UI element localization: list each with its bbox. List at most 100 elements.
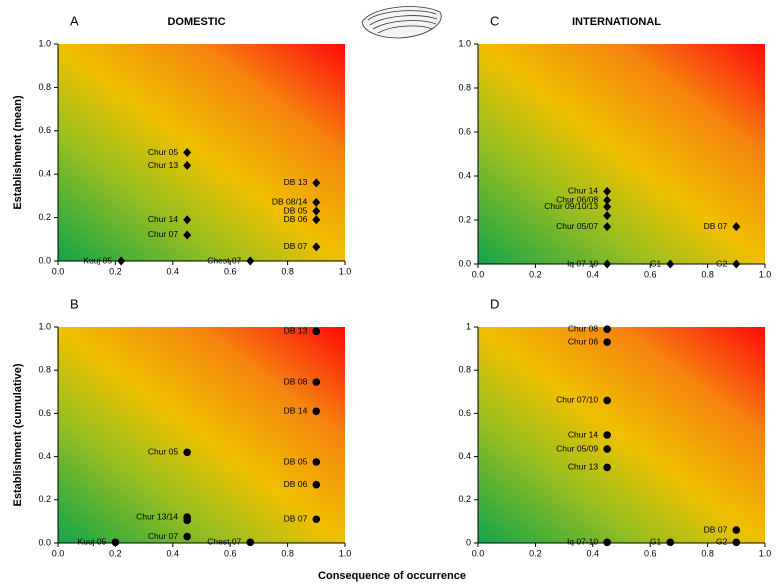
- panel-title: DOMESTIC: [167, 16, 225, 28]
- x-tick-label: 0.8: [701, 548, 714, 558]
- point: [312, 515, 321, 524]
- point: [312, 378, 321, 386]
- x-tick-label: 0.6: [644, 269, 657, 279]
- point-label: DB 08: [284, 376, 308, 386]
- y-tick-label: 0.4: [458, 451, 471, 461]
- panel-title: INTERNATIONAL: [572, 16, 661, 28]
- x-tick-label: 1.0: [339, 548, 352, 558]
- point-label: Chur 14: [148, 214, 179, 224]
- y-tick-label: 0.2: [38, 212, 51, 222]
- point: [603, 325, 611, 333]
- x-tick-label: 0.0: [472, 548, 485, 558]
- y-tick-label: 0.6: [458, 408, 471, 418]
- point-label: Chur 06/08: [556, 194, 598, 204]
- panel-label: A: [70, 13, 79, 28]
- point: [312, 178, 321, 188]
- point: [603, 211, 612, 221]
- point: [603, 202, 612, 212]
- y-tick-label: 0.2: [38, 494, 51, 504]
- y-tick-label: 0.8: [38, 365, 51, 375]
- point-label: Chur 05/07: [556, 221, 598, 231]
- point: [732, 222, 741, 232]
- point: [603, 259, 612, 269]
- point-label: Chur 05/09: [556, 443, 598, 453]
- x-tick-label: 0.2: [109, 266, 122, 276]
- x-axis-label: Consequence of occurrence: [318, 570, 466, 582]
- point: [183, 230, 192, 240]
- y-tick-label: 0.0: [38, 255, 51, 265]
- x-tick-label: 0.6: [224, 266, 237, 276]
- point: [312, 327, 321, 336]
- point-label: DB 07: [284, 241, 308, 251]
- point-label: Chest 07: [207, 537, 241, 547]
- x-tick-label: 0.8: [281, 266, 294, 276]
- y-tick-label: 0.8: [458, 365, 471, 375]
- x-tick-label: 0.2: [109, 548, 122, 558]
- point-label: DB 05: [284, 456, 308, 466]
- x-tick-label: 0.0: [52, 548, 65, 558]
- x-tick-label: 0.4: [167, 266, 180, 276]
- point: [183, 148, 192, 157]
- point-label: G2: [716, 537, 728, 547]
- point-label: Kuuj 05: [78, 537, 107, 547]
- plot-background: [478, 44, 765, 264]
- y-tick-label: 0.6: [458, 126, 471, 136]
- y-tick-label: 0.6: [38, 408, 51, 418]
- point-label: Iq 07-10: [567, 537, 598, 547]
- plot-background: [58, 327, 345, 543]
- point-label: Iq 07-10: [567, 258, 598, 268]
- point: [603, 396, 611, 405]
- point: [183, 448, 191, 457]
- point: [246, 538, 255, 547]
- x-tick-label: 0.4: [587, 548, 600, 558]
- x-tick-label: 0.4: [167, 548, 180, 558]
- clam-icon: [361, 6, 442, 39]
- y-tick-label: 0.4: [38, 169, 51, 179]
- x-tick-label: 0.6: [644, 548, 657, 558]
- y-tick-label: 0.4: [458, 170, 471, 180]
- y-tick-label: 0.6: [38, 125, 51, 135]
- x-tick-label: 0.6: [224, 548, 237, 558]
- point: [183, 532, 191, 541]
- point: [732, 526, 741, 534]
- y-tick-label: 1.0: [38, 38, 51, 48]
- point: [183, 516, 191, 525]
- point: [117, 256, 126, 266]
- y-tick-label: 0.2: [458, 214, 471, 224]
- panel-label: B: [70, 296, 79, 311]
- y-tick-label: 1.0: [38, 321, 51, 331]
- y-tick-label: 0.8: [38, 82, 51, 92]
- y-axis-label: Establishment (cumulative): [12, 363, 24, 506]
- y-tick-label: 0: [466, 537, 471, 547]
- x-tick-label: 0.8: [701, 269, 714, 279]
- y-tick-label: 1: [466, 321, 471, 331]
- point: [111, 538, 120, 547]
- point: [603, 431, 611, 439]
- point-label: DB 07: [704, 221, 728, 231]
- point-label: G1: [650, 537, 662, 547]
- x-tick-label: 0.8: [281, 548, 294, 558]
- point: [603, 195, 612, 205]
- point-label: Chur 07: [148, 531, 179, 541]
- point-label: Chur 14: [568, 186, 599, 196]
- point-label: G2: [716, 258, 728, 268]
- point-label: Chest 07: [207, 255, 241, 265]
- x-tick-label: 1.0: [339, 266, 352, 276]
- x-tick-label: 1.0: [759, 548, 772, 558]
- point-label: DB 06: [284, 214, 308, 224]
- point-label: DB 06: [284, 479, 308, 489]
- point: [603, 222, 612, 232]
- panel-label: D: [490, 296, 499, 311]
- point: [312, 458, 321, 466]
- y-tick-label: 0.8: [458, 82, 471, 92]
- point-label: DB 08/14: [272, 197, 308, 207]
- point-label: Kuuj 05: [83, 255, 112, 265]
- panel-label: C: [490, 13, 499, 28]
- point-label: DB 07: [704, 524, 728, 534]
- y-tick-label: 0.0: [458, 258, 471, 268]
- plot-background: [478, 327, 765, 543]
- point: [312, 197, 321, 207]
- x-tick-label: 0.2: [529, 548, 542, 558]
- x-tick-label: 0.4: [587, 269, 600, 279]
